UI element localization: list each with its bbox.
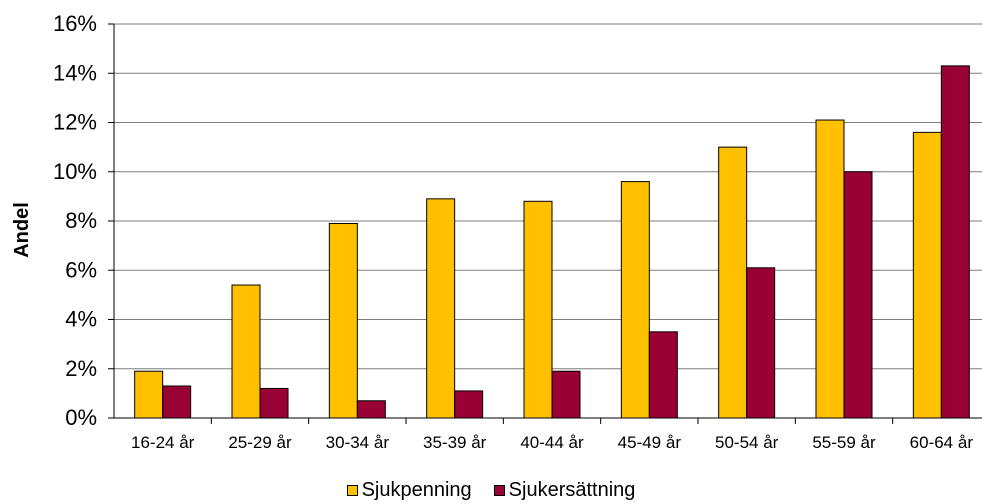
- bar-sjukersattning: [356, 400, 386, 419]
- y-tick-label: 6%: [65, 257, 97, 282]
- y-tick-label: 16%: [53, 11, 97, 36]
- bar-sjukersattning: [454, 390, 484, 419]
- legend-swatch-sjukpenning: [346, 484, 358, 496]
- bar-sjukersattning: [162, 385, 192, 419]
- bar-sjukersattning: [259, 387, 289, 419]
- legend-item-sjukersattning: Sjukersättning: [493, 478, 636, 502]
- bar-sjukersattning: [940, 65, 970, 419]
- y-tick-label: 0%: [65, 405, 97, 430]
- y-tick-label: 14%: [53, 60, 97, 85]
- bar-sjukersattning: [843, 171, 873, 419]
- bar-sjukpenning: [912, 131, 942, 419]
- x-tick-label: 40-44 år: [520, 433, 584, 452]
- legend-label-sjukpenning: Sjukpenning: [361, 478, 472, 501]
- bar-sjukersattning: [551, 370, 581, 419]
- y-axis-label: Andel: [11, 202, 33, 258]
- x-tick-label: 16-24 år: [131, 433, 195, 452]
- x-tick-labels: 16-24 år 25-29 år 30-34 år 35-39 år 40-44 år…: [131, 433, 973, 452]
- y-tick-label: 4%: [65, 307, 97, 332]
- y-tick-labels: 0% 2% 4% 6% 8% 10% 12% 14% 16%: [53, 11, 97, 430]
- bar-sjukpenning: [426, 198, 456, 419]
- bar-sjukersattning: [648, 331, 678, 419]
- bar-sjukpenning: [328, 222, 358, 419]
- x-tick-label: 35-39 år: [423, 433, 487, 452]
- bar-sjukpenning: [718, 146, 748, 419]
- legend-label-sjukersattning: Sjukersättning: [508, 478, 636, 501]
- x-tick-label: 55-59 år: [812, 433, 876, 452]
- bar-sjukpenning: [231, 284, 261, 419]
- x-tick-label: 50-54 år: [715, 433, 779, 452]
- y-tick-label: 2%: [65, 356, 97, 381]
- bars: [134, 65, 970, 419]
- bar-sjukpenning: [815, 119, 845, 419]
- bar-sjukpenning: [620, 181, 650, 419]
- x-tick-label: 30-34 år: [326, 433, 390, 452]
- bar-sjukpenning: [523, 200, 553, 419]
- legend-item-sjukpenning: Sjukpenning: [346, 478, 472, 502]
- y-tick-label: 8%: [65, 208, 97, 233]
- legend-swatch-sjukersattning: [493, 484, 505, 496]
- legend: Sjukpenning Sjukersättning: [0, 478, 982, 502]
- bar-sjukersattning: [746, 267, 776, 419]
- y-tick-label: 10%: [53, 159, 97, 184]
- y-tick-label: 12%: [53, 110, 97, 135]
- axes: [108, 23, 982, 424]
- x-tick-label: 60-64 år: [910, 433, 974, 452]
- bar-sjukpenning: [134, 370, 164, 419]
- x-tick-label: 45-49 år: [618, 433, 682, 452]
- x-tick-label: 25-29 år: [228, 433, 292, 452]
